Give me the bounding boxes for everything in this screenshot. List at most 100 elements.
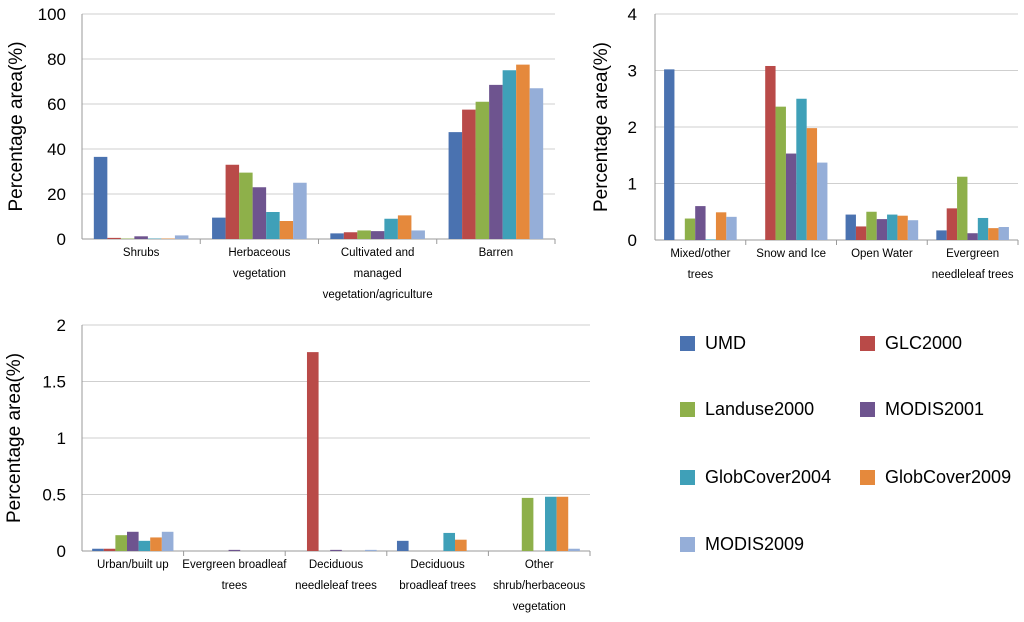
- bar-landuse2000-barren: [475, 101, 490, 239]
- x-category-label: Cultivated and: [341, 247, 415, 259]
- bar-modis2009-other-shrub-herbaceous-vegetation: [568, 548, 580, 551]
- y-axis-title: Percentage area(%): [591, 42, 612, 212]
- bar-modis2009-urban-built-up: [161, 531, 174, 551]
- bar-modis2001-evergreen-needleleaf-trees: [967, 233, 978, 240]
- legend-swatch-umd: [680, 335, 695, 351]
- x-category-label: Herbaceous: [228, 247, 290, 259]
- x-category-label: Deciduous: [410, 559, 465, 571]
- x-category-label: Shrubs: [123, 247, 160, 259]
- chart-legend: UMD GLC2000 Landuse2000 MODIS2001 GlobCo…: [660, 328, 1024, 568]
- y-tick-label: 4: [628, 5, 637, 24]
- legend-item-umd: UMD: [680, 328, 746, 358]
- bar-umd-herbaceous-vegetation: [212, 217, 226, 239]
- x-category-label: Other: [525, 559, 554, 571]
- bar-modis2009-mixed-other-trees: [726, 216, 737, 240]
- legend-label-umd: UMD: [705, 332, 746, 353]
- bar-glc2000-herbaceous-vegetation: [225, 164, 240, 239]
- bar-glc2000-open-water: [855, 226, 867, 240]
- bar-globcover2004-other-shrub-herbaceous-vegetation: [545, 496, 557, 551]
- bar-globcover2009-cultivated-and-managed-vegetation-agriculture: [397, 215, 412, 239]
- bar-modis2001-barren: [489, 84, 503, 239]
- x-category-label: vegetation: [233, 268, 286, 280]
- bar-umd-cultivated-and-managed-vegetation-agriculture: [330, 233, 344, 239]
- bar-glc2000-evergreen-needleleaf-trees: [946, 208, 958, 240]
- bar-globcover2009-snow-and-ice: [806, 128, 818, 240]
- y-tick-label: 20: [47, 185, 66, 204]
- bar-modis2001-mixed-other-trees: [695, 206, 706, 240]
- bar-globcover2009-other-shrub-herbaceous-vegetation: [556, 496, 569, 551]
- y-tick-label: 0: [628, 231, 637, 250]
- bar-glc2000-snow-and-ice: [765, 65, 776, 240]
- x-category-label: Evergreen: [946, 248, 999, 260]
- legend-swatch-globcover2004: [680, 469, 695, 485]
- x-category-label: managed: [354, 268, 402, 280]
- bar-globcover2009-mixed-other-trees: [715, 212, 727, 240]
- bar-globcover2004-urban-built-up: [138, 540, 151, 551]
- x-category-label: Barren: [479, 247, 514, 259]
- bar-modis2009-open-water: [907, 220, 919, 240]
- bar-globcover2004-cultivated-and-managed-vegetation-agriculture: [384, 218, 398, 239]
- legend-item-globcover2009: GlobCover2009: [860, 462, 1011, 492]
- bar-glc2000-deciduous-needleleaf-trees: [306, 352, 319, 551]
- bar-globcover2004-mixed-other-trees: [705, 239, 716, 240]
- bar-globcover2004-barren: [502, 70, 517, 239]
- x-category-label: Evergreen broadleaf: [182, 559, 287, 571]
- bar-landuse2000-evergreen-needleleaf-trees: [957, 176, 968, 240]
- legend-swatch-modis2009: [680, 536, 695, 552]
- x-category-label: needleleaf trees: [932, 269, 1014, 281]
- bar-umd-open-water: [845, 214, 856, 240]
- bar-glc2000-barren: [462, 109, 476, 239]
- legend-label-modis2009: MODIS2009: [705, 533, 805, 554]
- legend-label-globcover2004: GlobCover2004: [705, 466, 832, 487]
- x-category-label: shrub/herbaceous: [493, 580, 585, 592]
- x-category-label: Deciduous: [309, 559, 364, 571]
- bar-landuse2000-herbaceous-vegetation: [239, 172, 253, 239]
- bar-umd-deciduous-broadleaf-trees: [396, 540, 409, 551]
- x-category-label: trees: [222, 580, 248, 592]
- bar-modis2001-deciduous-needleleaf-trees: [330, 549, 342, 551]
- y-tick-label: 2: [628, 118, 637, 137]
- legend-swatch-landuse2000: [680, 401, 695, 417]
- bar-landuse2000-other-shrub-herbaceous-vegetation: [521, 497, 534, 551]
- bar-globcover2009-herbaceous-vegetation: [279, 221, 294, 239]
- bar-modis2001-shrubs: [134, 236, 148, 239]
- y-tick-label: 0: [57, 230, 66, 249]
- bar-modis2001-herbaceous-vegetation: [252, 187, 267, 239]
- bar-globcover2009-deciduous-broadleaf-trees: [455, 539, 467, 551]
- bar-globcover2009-barren: [516, 64, 530, 239]
- x-category-label: broadleaf trees: [399, 580, 476, 592]
- y-axis-title: Percentage area(%): [4, 353, 25, 523]
- legend-label-glc2000: GLC2000: [885, 332, 963, 353]
- legend-item-globcover2004: GlobCover2004: [680, 462, 831, 492]
- bar-landuse2000-snow-and-ice: [775, 106, 786, 240]
- x-category-label: Open Water: [851, 248, 913, 260]
- legend-label-landuse2000: Landuse2000: [705, 398, 815, 419]
- legend-item-glc2000: GLC2000: [860, 328, 962, 358]
- bar-landuse2000-cultivated-and-managed-vegetation-agriculture: [357, 230, 371, 239]
- x-category-label: vegetation: [513, 601, 566, 613]
- bar-modis2001-urban-built-up: [126, 531, 139, 551]
- legend-label-globcover2009: GlobCover2009: [885, 466, 1012, 487]
- chart-panel-land-cover-small: 0 0.5 1 1.5 2 Percentage area(%) Urban/built u…: [4, 316, 591, 613]
- legend-swatch-globcover2009: [860, 469, 875, 485]
- bar-modis2001-evergreen-broadleaf-trees: [228, 549, 241, 551]
- y-tick-label: 60: [47, 95, 66, 114]
- x-category-label: Snow and Ice: [756, 248, 826, 260]
- bar-modis2001-open-water: [876, 219, 888, 240]
- bar-modis2009-shrubs: [174, 235, 189, 239]
- bar-umd-mixed-other-trees: [664, 69, 675, 241]
- legend-swatch-glc2000: [860, 335, 875, 351]
- y-tick-label: 3: [628, 62, 637, 81]
- bar-umd-shrubs: [93, 156, 108, 239]
- bar-modis2009-evergreen-needleleaf-trees: [998, 227, 1009, 240]
- bar-globcover2004-herbaceous-vegetation: [266, 212, 280, 239]
- legend-item-modis2009: MODIS2009: [680, 529, 804, 559]
- bar-glc2000-urban-built-up: [103, 548, 116, 551]
- legend-label-modis2001: MODIS2001: [885, 398, 985, 419]
- chart-panel-land-cover-minor: 0 1 2 3 4 Percentage area(%) Mixed/other trees S…: [591, 5, 1019, 281]
- bar-umd-urban-built-up: [92, 548, 104, 551]
- legend-swatch-modis2001: [860, 401, 875, 417]
- y-tick-label: 0.5: [42, 486, 66, 505]
- y-tick-label: 40: [47, 140, 66, 159]
